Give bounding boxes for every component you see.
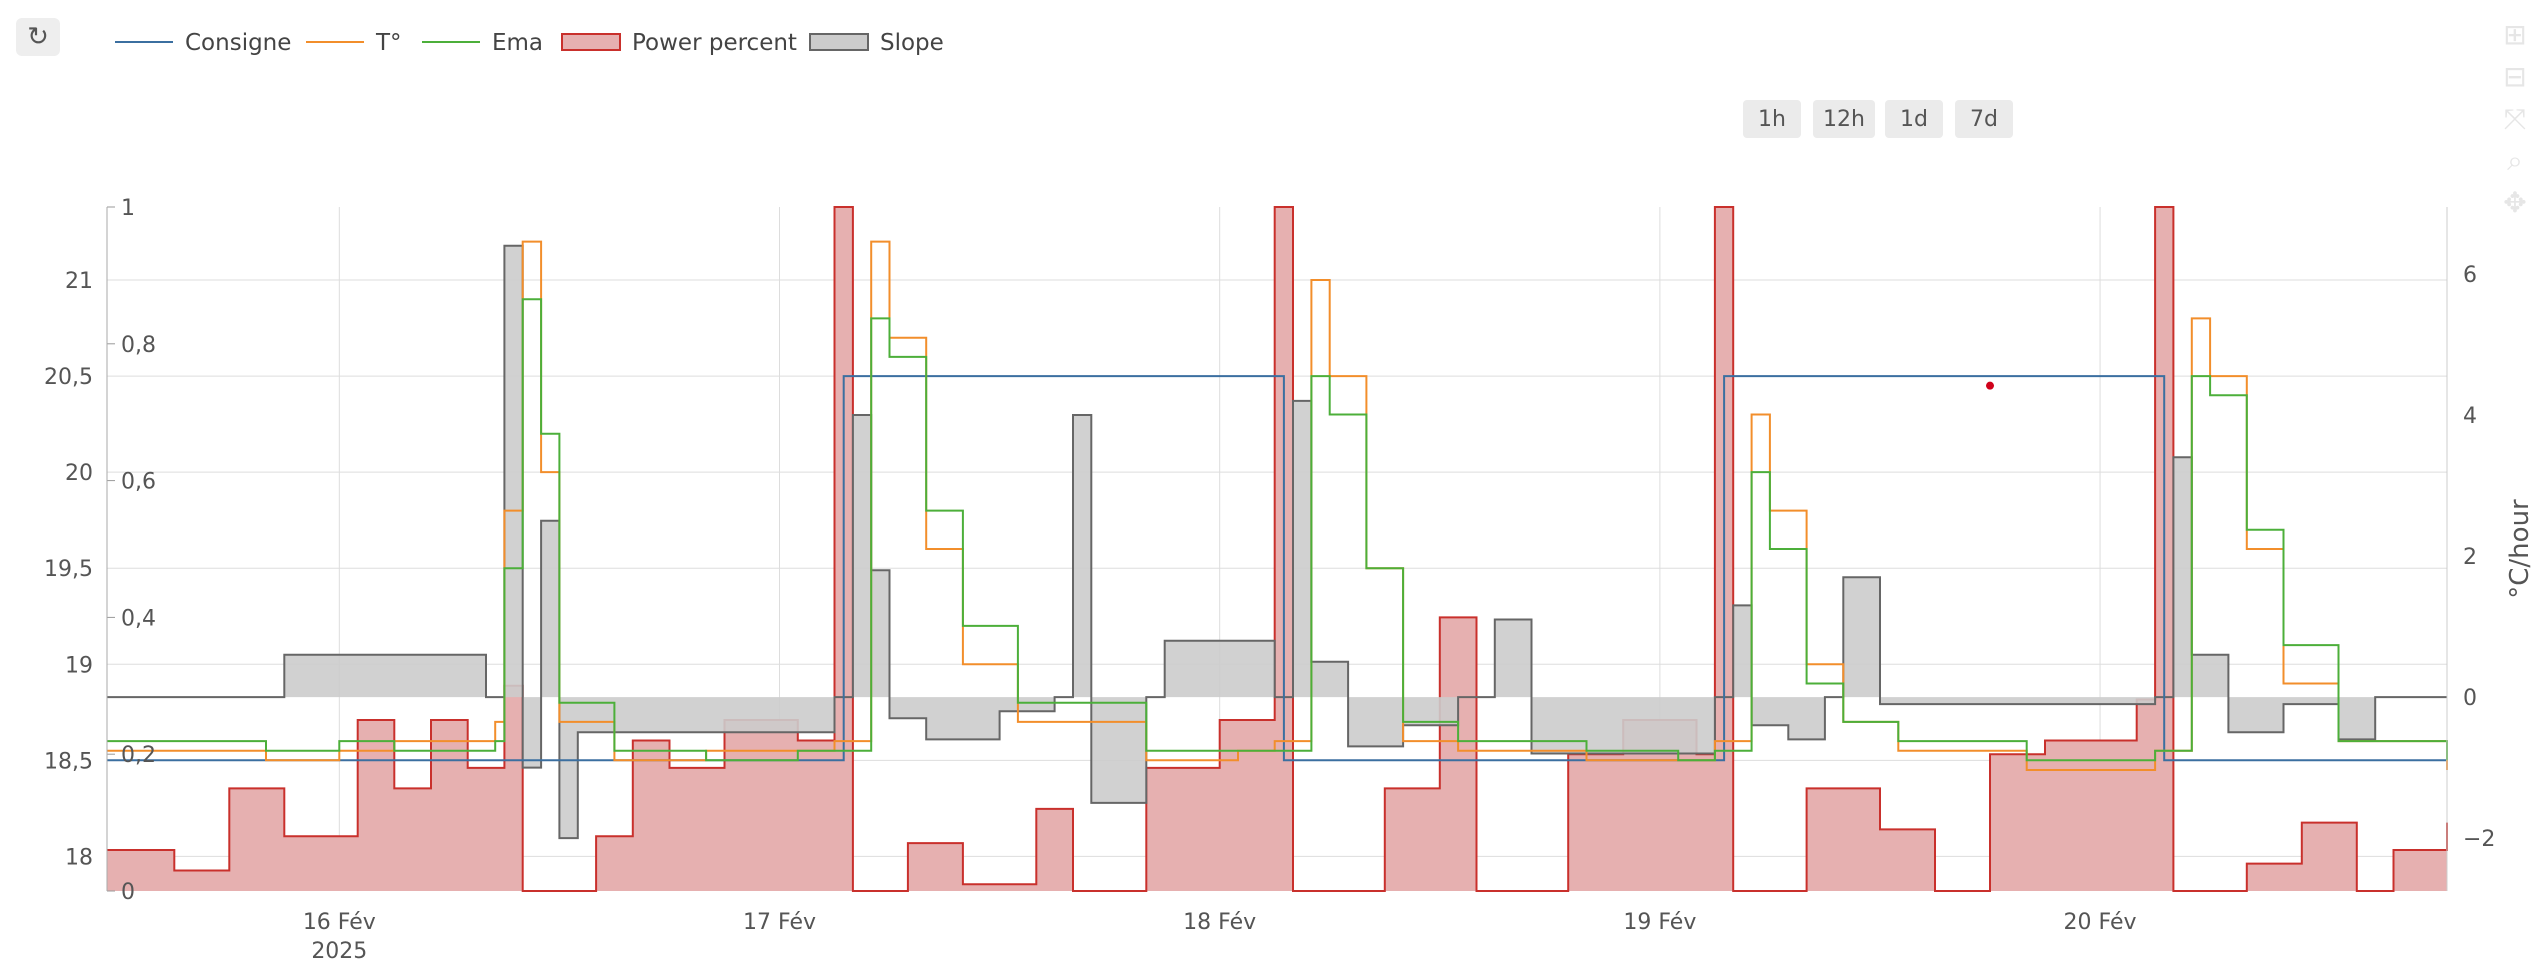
refresh-icon: ↻ <box>27 22 49 52</box>
y-right-tick-label: 4 <box>2463 404 2477 429</box>
refresh-button[interactable]: ↻ <box>16 18 60 56</box>
legend: Consigne T° Ema Power percent Slope <box>115 30 944 56</box>
zoom-icon[interactable]: ⌕ <box>2507 144 2523 177</box>
legend-swatch <box>561 33 621 51</box>
range-button-12h[interactable]: 12h <box>1813 100 1875 138</box>
y-power-tick-label: 1 <box>121 196 135 221</box>
slope-series <box>107 244 2447 840</box>
pan-icon[interactable]: ✥ <box>2503 186 2527 219</box>
power-series <box>107 206 2448 892</box>
y-left-tick-label: 19,5 <box>44 557 93 582</box>
x-tick-sublabel: 2025 <box>311 939 367 964</box>
y-power-tick-label: 0 <box>121 880 135 905</box>
x-tick-label: 20 Fév <box>2064 910 2137 935</box>
range-button-7d[interactable]: 7d <box>1955 100 2013 138</box>
y-right-tick-label: −2 <box>2463 827 2495 852</box>
y-right-axis-title: °C/hour <box>2505 499 2534 599</box>
y-left-tick-label: 18 <box>65 845 93 870</box>
consigne-line <box>107 375 2447 762</box>
y-right-tick-label: 2 <box>2463 545 2477 570</box>
legend-label: Slope <box>880 30 944 56</box>
legend-label: Consigne <box>185 30 291 56</box>
power-percent-area <box>107 207 2447 891</box>
legend-swatch <box>809 33 869 51</box>
y-left-tick-label: 21 <box>65 269 93 294</box>
autoscale-icon[interactable]: ⤧ <box>2503 102 2527 135</box>
x-tick-label: 17 Fév <box>743 910 816 935</box>
y-power-tick-label: 0,8 <box>121 333 156 358</box>
range-button-1h[interactable]: 1h <box>1743 100 1801 138</box>
modebar: ⊞ ⊟ ⤧ ⌕ ✥ <box>2500 20 2534 230</box>
range-button-1d[interactable]: 1d <box>1885 100 1943 138</box>
y-right-tick-label: 0 <box>2463 686 2477 711</box>
y-left-tick-label: 18,5 <box>44 749 93 774</box>
x-tick-label: 16 Fév <box>303 910 376 935</box>
legend-label: Ema <box>492 30 543 56</box>
x-tick-label: 19 Fév <box>1623 910 1696 935</box>
y-power-tick-label: 0,2 <box>121 743 156 768</box>
y-right-tick-label: 6 <box>2463 263 2477 288</box>
slope-line <box>107 244 2447 840</box>
zoom-in-icon[interactable]: ⊞ <box>2503 18 2527 51</box>
y-left-tick-label: 19 <box>65 653 93 678</box>
legend-label: Power percent <box>632 30 797 56</box>
slope-area <box>107 245 2447 839</box>
y-power-tick-label: 0,6 <box>121 470 156 495</box>
zoom-out-icon[interactable]: ⊟ <box>2503 60 2527 93</box>
y-left-tick-label: 20 <box>65 461 93 486</box>
data-marker <box>1986 381 1995 390</box>
temperature-series <box>107 240 2448 771</box>
y-power-tick-label: 0,4 <box>121 606 156 631</box>
y-left-tick-label: 20,5 <box>44 365 93 390</box>
legend-label: T° <box>375 30 402 56</box>
x-tick-label: 18 Fév <box>1183 910 1256 935</box>
ema-line <box>107 298 2448 762</box>
